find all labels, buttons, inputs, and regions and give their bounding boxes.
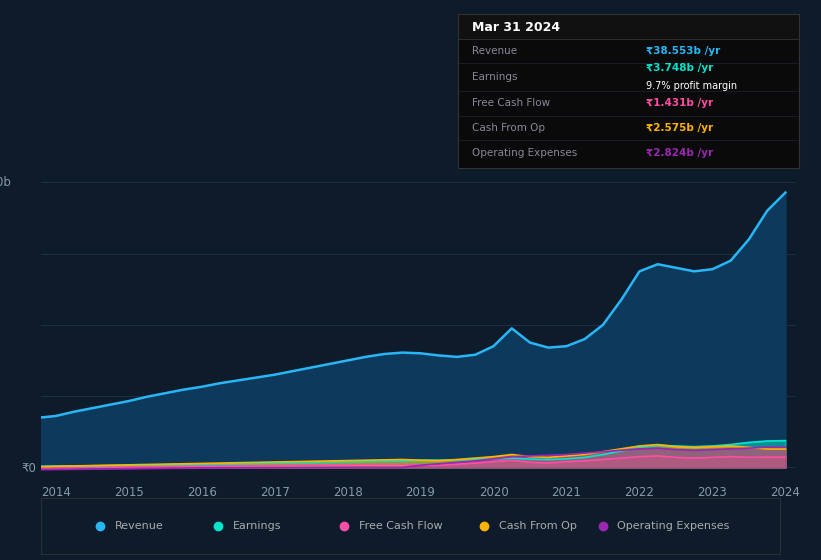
Text: Revenue: Revenue	[115, 521, 163, 531]
Text: ₹3.748b /yr: ₹3.748b /yr	[645, 63, 713, 73]
Text: ₹2.575b /yr: ₹2.575b /yr	[645, 123, 713, 133]
Text: Operating Expenses: Operating Expenses	[472, 148, 577, 157]
Text: Free Cash Flow: Free Cash Flow	[472, 99, 550, 108]
Text: ₹2.824b /yr: ₹2.824b /yr	[645, 148, 713, 157]
Text: Earnings: Earnings	[233, 521, 282, 531]
Text: Earnings: Earnings	[472, 72, 517, 82]
Text: Cash From Op: Cash From Op	[499, 521, 577, 531]
Text: Cash From Op: Cash From Op	[472, 123, 545, 133]
Bar	[458, 14, 799, 39]
Text: ₹40b: ₹40b	[0, 176, 11, 189]
Text: Mar 31 2024: Mar 31 2024	[472, 21, 560, 34]
Text: 9.7% profit margin: 9.7% profit margin	[645, 81, 736, 91]
Text: Free Cash Flow: Free Cash Flow	[359, 521, 443, 531]
Text: ₹1.431b /yr: ₹1.431b /yr	[645, 99, 713, 108]
Text: ₹38.553b /yr: ₹38.553b /yr	[645, 46, 720, 56]
Text: Operating Expenses: Operating Expenses	[617, 521, 730, 531]
Text: Revenue: Revenue	[472, 46, 517, 56]
